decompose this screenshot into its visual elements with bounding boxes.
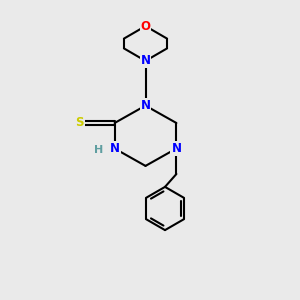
Text: O: O (140, 20, 151, 33)
Text: N: N (140, 99, 151, 112)
Text: H: H (94, 145, 103, 155)
Text: N: N (171, 142, 182, 155)
Text: N: N (110, 142, 120, 155)
Text: S: S (75, 116, 84, 130)
Text: N: N (140, 54, 151, 68)
